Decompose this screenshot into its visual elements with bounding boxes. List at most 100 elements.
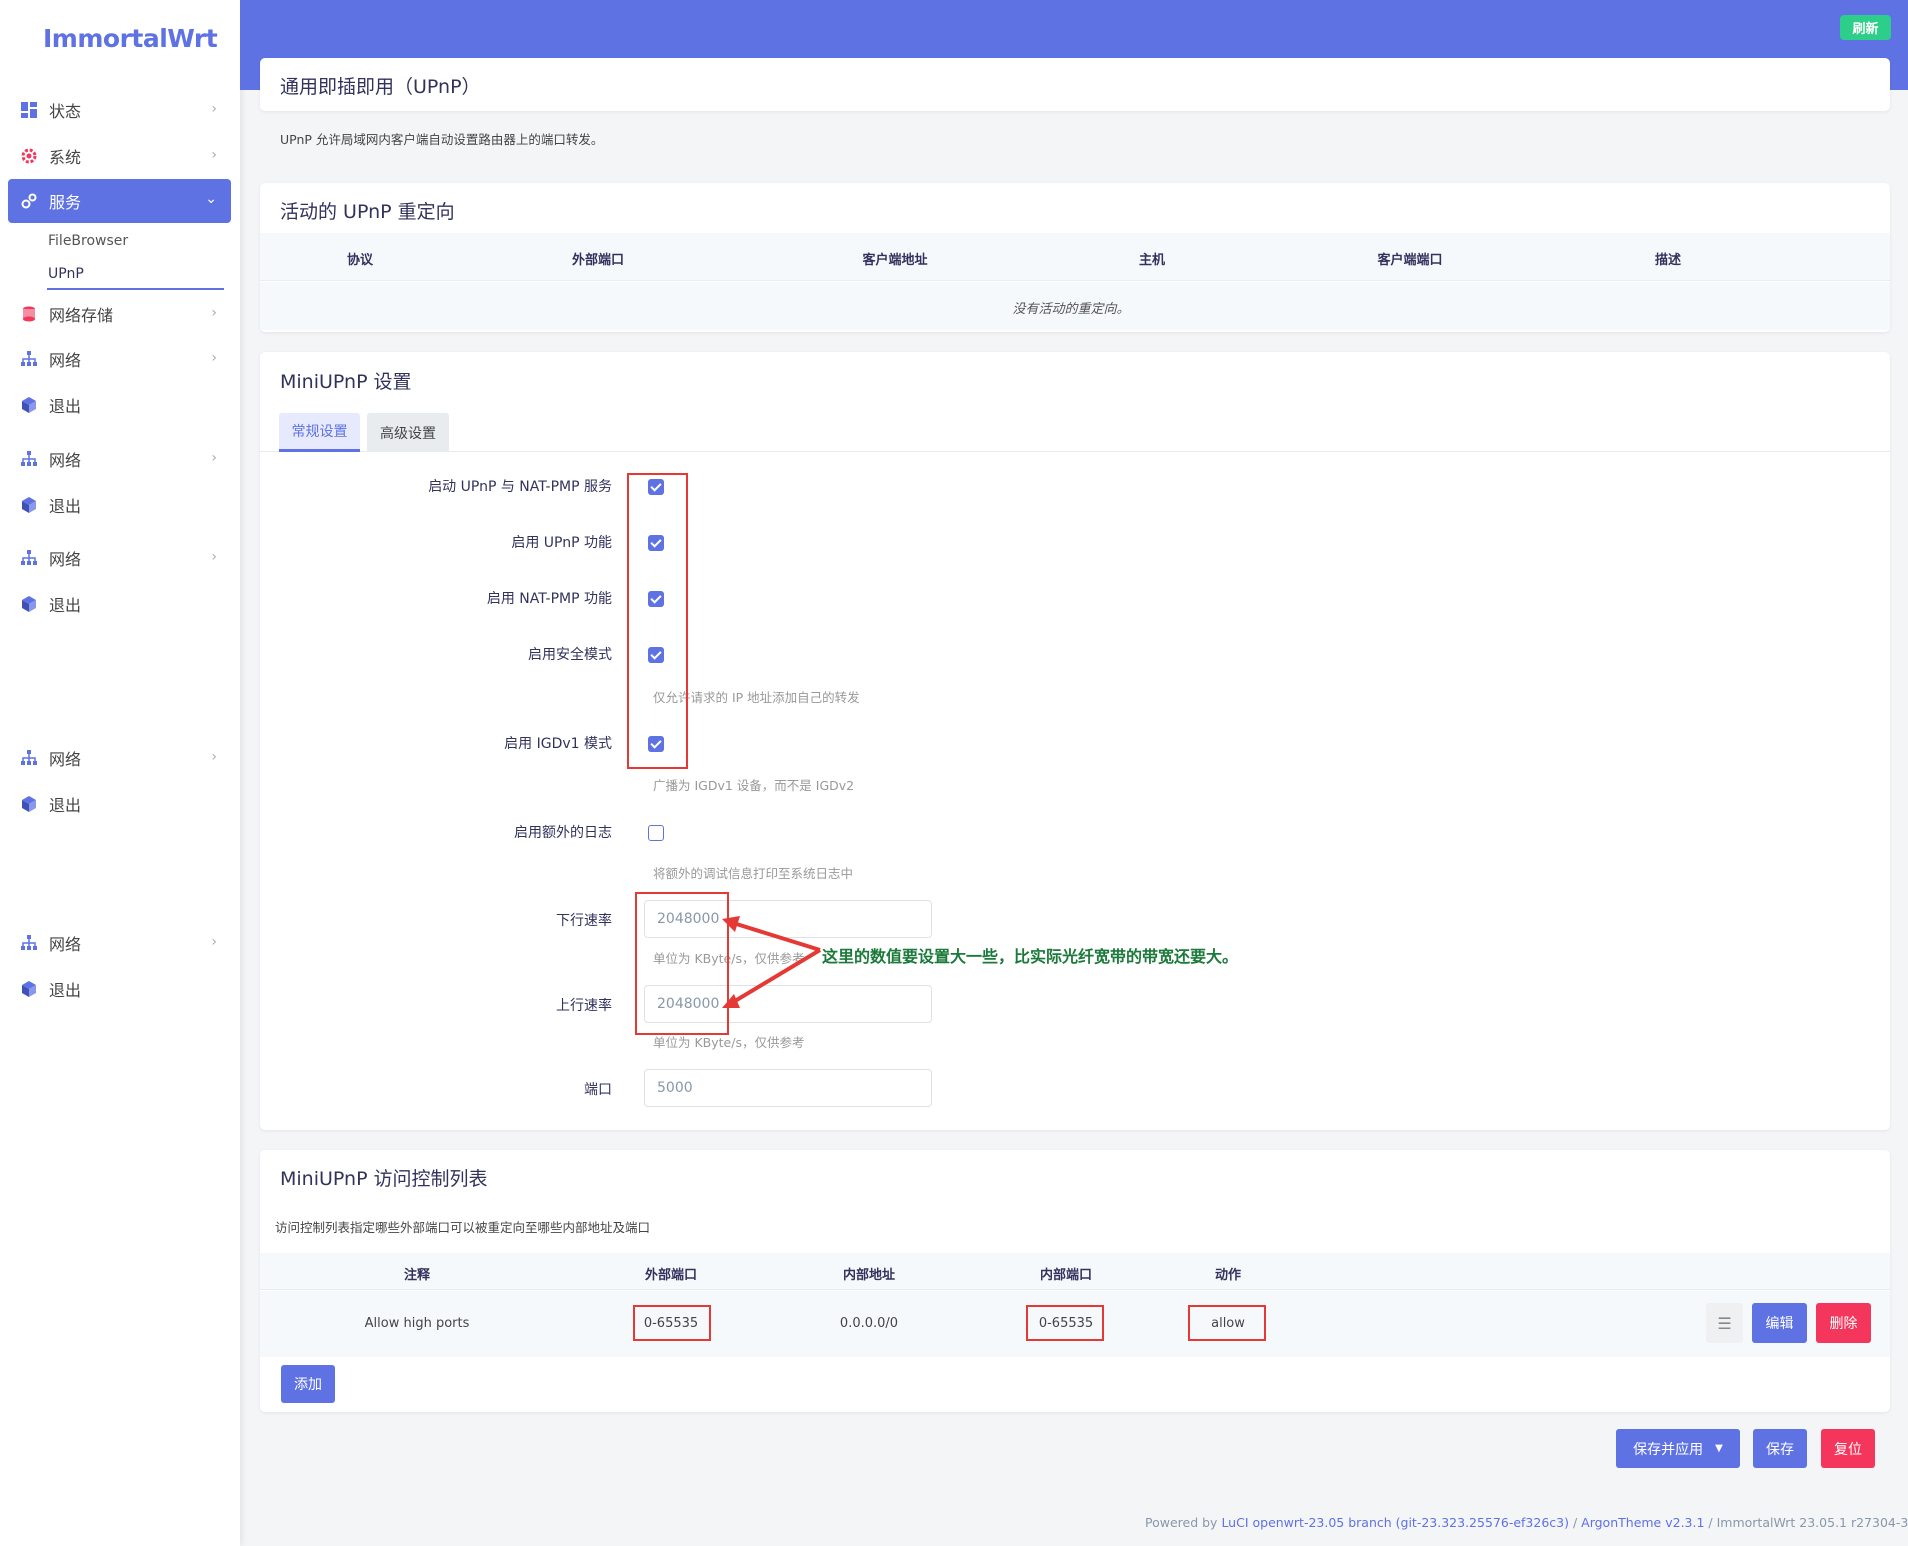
secure-mode-hint: 仅允许请求的 IP 地址添加自己的转发 xyxy=(653,690,860,705)
sidebar-item-logout[interactable]: 退出 xyxy=(8,967,231,1011)
footer-version: ImmortalWrt 23.05.1 r27304-31bc47589e xyxy=(1716,1515,1908,1530)
network-icon xyxy=(20,450,38,468)
column-header: 协议 xyxy=(346,253,374,268)
enable-service-checkbox[interactable] xyxy=(648,479,664,495)
sidebar-item-status[interactable]: 状态 › xyxy=(8,88,231,132)
acl-ext-port: 0-65535 xyxy=(643,1316,699,1331)
sidebar-item-label: 网络 xyxy=(49,935,82,954)
extra-log-checkbox[interactable] xyxy=(648,825,664,841)
active-subitem-underline xyxy=(47,288,224,290)
upload-speed-label: 上行速率 xyxy=(556,998,612,1014)
igdv1-label: 启用 IGDv1 模式 xyxy=(504,736,612,752)
upload-speed-input[interactable]: 2048000 xyxy=(644,985,932,1023)
sidebar-item-label: 退出 xyxy=(49,981,82,1000)
sidebar-subitem-filebrowser[interactable]: FileBrowser xyxy=(48,233,129,249)
highlight-box xyxy=(635,892,729,1035)
refresh-button[interactable]: 刷新 xyxy=(1840,15,1891,40)
network-icon xyxy=(20,350,38,368)
sidebar-item-network[interactable]: 网络 › xyxy=(8,337,231,381)
download-speed-label: 下行速率 xyxy=(556,913,612,929)
sidebar-item-label: 网络 xyxy=(49,351,82,370)
theme-link[interactable]: ArgonTheme v2.3.1 xyxy=(1581,1515,1705,1530)
igdv1-checkbox[interactable] xyxy=(648,736,664,752)
tab-general[interactable]: 常规设置 xyxy=(279,413,360,452)
settings-title: MiniUPnP 设置 xyxy=(280,371,412,393)
page-title-card: 通用即插即用（UPnP） xyxy=(260,58,1890,111)
port-input[interactable]: 5000 xyxy=(644,1069,932,1107)
chevron-right-icon: › xyxy=(211,350,217,366)
column-header: 注释 xyxy=(403,1268,431,1283)
extra-log-hint: 将额外的调试信息打印至系统日志中 xyxy=(653,866,854,881)
add-button[interactable]: 添加 xyxy=(281,1365,335,1403)
footer: Powered by LuCI openwrt-23.05 branch (gi… xyxy=(1145,1515,1908,1530)
sidebar-item-label: 退出 xyxy=(49,397,82,416)
sidebar: ImmortalWrt 状态 › 系统 › 服务 ⌄ FileBrowser U… xyxy=(0,0,240,1546)
sidebar-item-system[interactable]: 系统 › xyxy=(8,134,231,178)
sidebar-item-label: 服务 xyxy=(49,193,82,212)
enable-service-label: 启动 UPnP 与 NAT-PMP 服务 xyxy=(428,479,612,495)
drag-handle[interactable]: ☰ xyxy=(1706,1303,1743,1343)
page-title: 通用即插即用（UPnP） xyxy=(280,76,481,98)
secure-mode-label: 启用安全模式 xyxy=(528,647,612,663)
sidebar-item-label: 退出 xyxy=(49,596,82,615)
column-header: 内部端口 xyxy=(1039,1268,1093,1283)
gear-icon xyxy=(20,147,38,165)
sidebar-item-logout[interactable]: 退出 xyxy=(8,483,231,527)
sidebar-item-network[interactable]: 网络 › xyxy=(8,921,231,965)
sidebar-item-nas[interactable]: 网络存储 › xyxy=(8,292,231,336)
column-header: 外部端口 xyxy=(644,1268,698,1283)
save-apply-label: 保存并应用 xyxy=(1633,1441,1704,1458)
delete-button[interactable]: 删除 xyxy=(1816,1303,1871,1343)
sidebar-item-label: 网络存储 xyxy=(49,306,114,325)
sidebar-item-label: 网络 xyxy=(49,451,82,470)
logout-cube-icon xyxy=(20,795,38,813)
sidebar-item-services[interactable]: 服务 ⌄ xyxy=(8,179,231,223)
secure-mode-checkbox[interactable] xyxy=(648,647,664,663)
sidebar-item-label: 网络 xyxy=(49,750,82,769)
sidebar-item-network[interactable]: 网络 › xyxy=(8,437,231,481)
save-apply-button[interactable]: 保存并应用 ▼ xyxy=(1616,1429,1740,1468)
sidebar-subitem-upnp[interactable]: UPnP xyxy=(48,266,84,282)
page-description: UPnP 允许局域网内客户端自动设置路由器上的端口转发。 xyxy=(280,132,604,147)
annotation-arrows xyxy=(722,916,822,1008)
sidebar-item-logout[interactable]: 退出 xyxy=(8,383,231,427)
chevron-right-icon: › xyxy=(211,749,217,765)
download-speed-input[interactable]: 2048000 xyxy=(644,900,932,938)
chevron-right-icon: › xyxy=(211,450,217,466)
redirects-empty-row: 没有活动的重定向。 xyxy=(260,282,1890,330)
sidebar-item-network[interactable]: 网络 › xyxy=(8,736,231,780)
network-icon xyxy=(20,934,38,952)
sidebar-item-logout[interactable]: 退出 xyxy=(8,582,231,626)
sidebar-item-label: 退出 xyxy=(49,796,82,815)
save-button[interactable]: 保存 xyxy=(1753,1429,1807,1468)
sidebar-item-network[interactable]: 网络 › xyxy=(8,536,231,580)
highlight-box xyxy=(1188,1305,1266,1341)
highlight-box xyxy=(627,473,688,769)
igdv1-hint: 广播为 IGDv1 设备，而不是 IGDv2 xyxy=(653,778,855,793)
footer-separator: / xyxy=(1704,1515,1717,1530)
services-icon xyxy=(20,192,38,210)
reset-button[interactable]: 复位 xyxy=(1821,1429,1875,1468)
chevron-down-icon: ⌄ xyxy=(205,191,217,207)
enable-natpmp-label: 启用 NAT-PMP 功能 xyxy=(486,591,612,607)
enable-natpmp-checkbox[interactable] xyxy=(648,591,664,607)
column-header: 内部地址 xyxy=(842,1268,896,1283)
column-header: 描述 xyxy=(1654,253,1682,268)
edit-button[interactable]: 编辑 xyxy=(1752,1303,1807,1343)
sidebar-item-label: 系统 xyxy=(49,148,82,167)
enable-upnp-checkbox[interactable] xyxy=(648,535,664,551)
storage-icon xyxy=(20,305,38,323)
logout-cube-icon xyxy=(20,595,38,613)
highlight-box xyxy=(633,1305,711,1341)
luci-link[interactable]: LuCI openwrt-23.05 branch (git-23.323.25… xyxy=(1221,1515,1569,1530)
extra-log-label: 启用额外的日志 xyxy=(514,825,612,841)
logo: ImmortalWrt xyxy=(43,24,218,53)
sidebar-item-logout[interactable]: 退出 xyxy=(8,782,231,826)
logout-cube-icon xyxy=(20,396,38,414)
tab-advanced[interactable]: 高级设置 xyxy=(367,413,449,452)
settings-card: MiniUPnP 设置 xyxy=(260,352,1890,1130)
network-icon xyxy=(20,549,38,567)
redirects-title: 活动的 UPnP 重定向 xyxy=(280,201,455,223)
highlight-box xyxy=(1026,1305,1104,1341)
chevron-right-icon: › xyxy=(211,305,217,321)
